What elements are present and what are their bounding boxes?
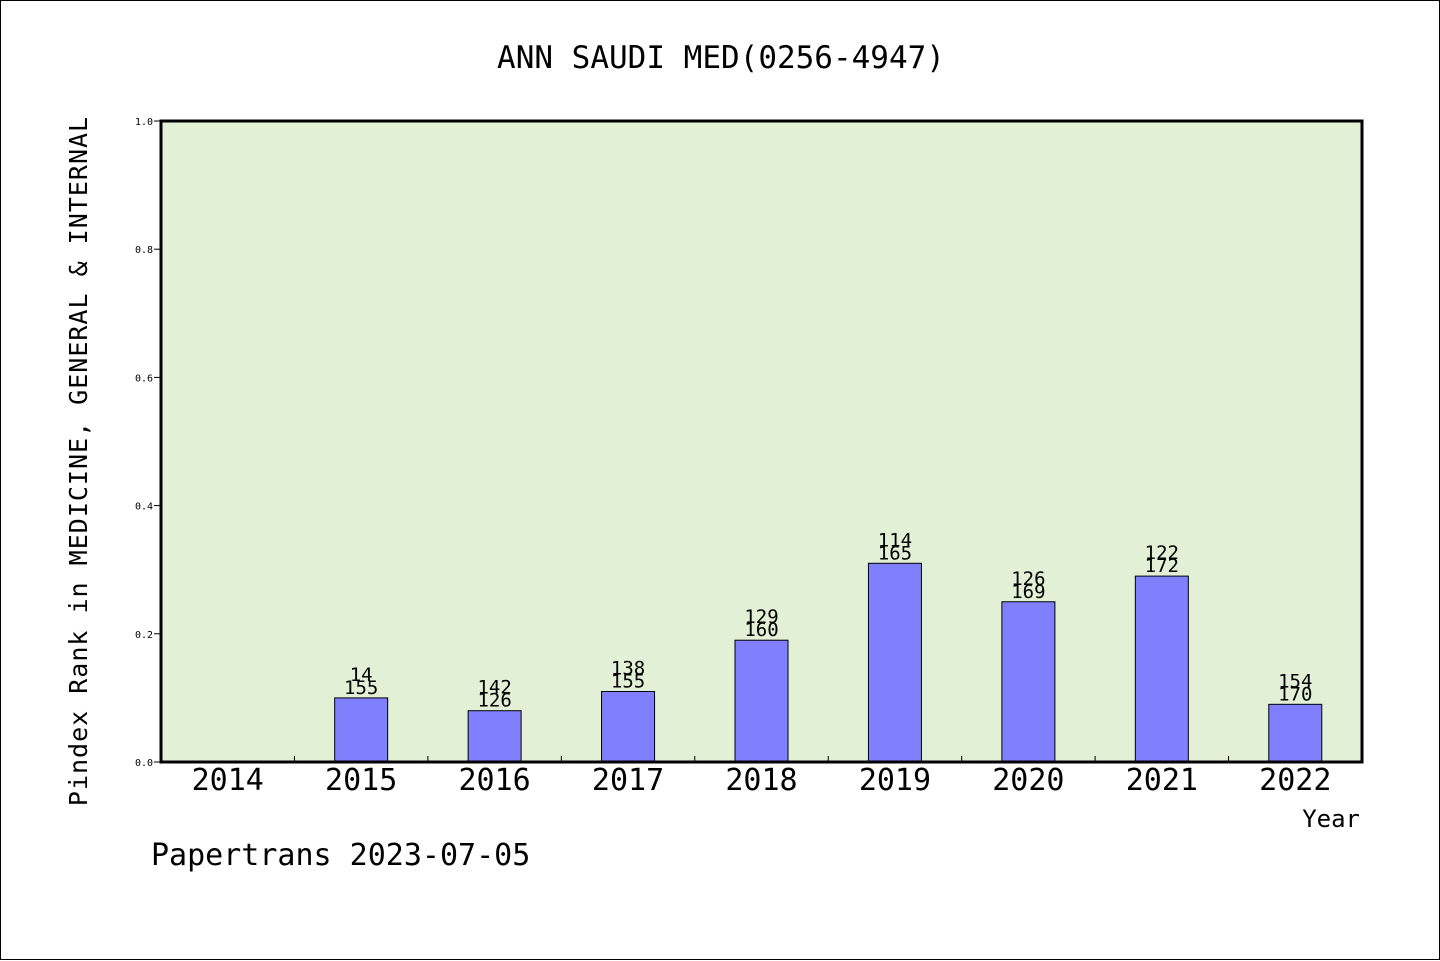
x-tick-label: 2021 — [1126, 763, 1198, 798]
footer-text: Papertrans 2023-07-05 — [151, 838, 530, 873]
x-tick-label: 2016 — [458, 763, 530, 798]
bar-rank-label: 14 — [350, 664, 373, 686]
y-tick-label: 0.0 — [135, 758, 153, 769]
x-tick-label: 2017 — [592, 763, 664, 798]
y-axis-ticks: 0.0 0.2 0.4 0.6 0.8 1.0 — [135, 117, 161, 769]
chart-title: ANN SAUDI MED(0256-4947) — [497, 40, 945, 76]
bar-rank-label: 126 — [1011, 568, 1045, 590]
bar-total-label: 169 — [1011, 581, 1045, 603]
bar-total-label: 165 — [878, 542, 912, 564]
x-tick-label: 2020 — [992, 763, 1064, 798]
y-tick-label: 1.0 — [135, 117, 153, 128]
x-axis-label: Year — [1302, 805, 1360, 833]
plot-border — [159, 119, 1364, 764]
bar-rank-label: 142 — [477, 677, 511, 699]
bar-2021 — [1134, 575, 1189, 763]
bar-2016 — [467, 710, 522, 763]
bar-total-label: 172 — [1145, 555, 1179, 577]
bar-rank-label: 122 — [1145, 542, 1179, 564]
x-axis-ticks: 2014 2015 2016 2017 2018 2019 2020 2021 2022 — [192, 756, 1331, 798]
y-tick-label: 0.2 — [135, 630, 153, 641]
bar-total-label: 155 — [611, 670, 645, 692]
bar-2022 — [1268, 703, 1323, 763]
y-axis-label: Pindex Rank in MEDICINE, GENERAL & INTER… — [64, 116, 93, 806]
bar-total-label: 126 — [477, 690, 511, 712]
bar-2020 — [1001, 601, 1056, 763]
x-tick-label: 2019 — [859, 763, 931, 798]
bar-2019 — [867, 562, 922, 763]
bar-2017 — [601, 690, 656, 763]
x-tick-label: 2018 — [725, 763, 797, 798]
bar-rank-label: 138 — [611, 657, 645, 679]
bar-total-label: 170 — [1278, 683, 1312, 705]
bar-rank-label: 114 — [878, 529, 912, 551]
y-tick-label: 0.4 — [135, 502, 153, 513]
bar-rank-label: 154 — [1278, 670, 1312, 692]
x-tick-label: 2022 — [1259, 763, 1331, 798]
bar-rank-label: 129 — [744, 606, 778, 628]
bar-2018 — [734, 639, 789, 763]
x-tick-label: 2014 — [192, 763, 264, 798]
y-tick-label: 0.6 — [135, 373, 153, 384]
x-tick-label: 2015 — [325, 763, 397, 798]
bar-total-label: 160 — [744, 619, 778, 641]
y-tick-label: 0.8 — [135, 245, 153, 256]
bar-total-label: 155 — [344, 677, 378, 699]
bar-2015 — [334, 697, 389, 763]
